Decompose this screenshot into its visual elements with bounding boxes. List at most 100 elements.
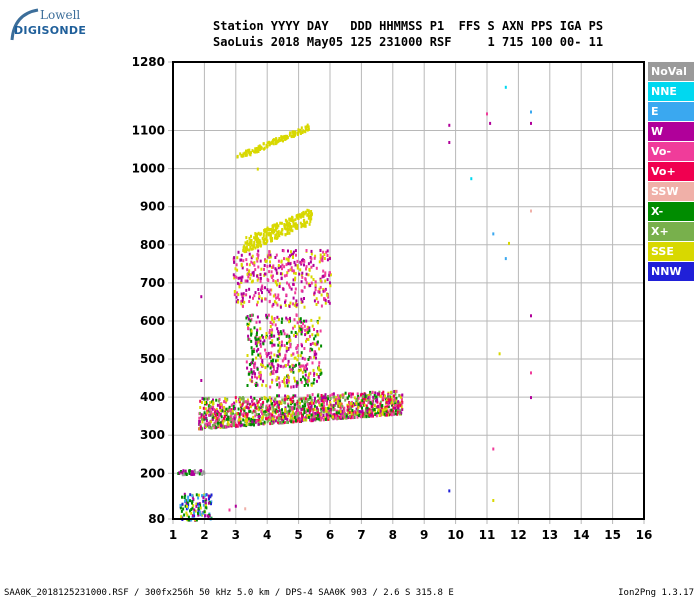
cluster-point [316,340,319,344]
cluster-point [199,423,202,427]
cluster-point [401,408,404,411]
cluster-point [264,366,267,370]
cluster-point [255,147,258,150]
cluster-point [270,236,273,240]
cluster-point [378,409,381,413]
cluster-point [241,294,244,298]
cluster-point [185,511,188,515]
cluster-point [245,245,248,249]
cluster-point [286,228,289,232]
cluster-point [225,407,228,411]
cluster-point [264,258,266,262]
cluster-point [253,245,256,248]
cluster-point [324,393,327,397]
cluster-point [236,155,239,159]
cluster-point [263,264,266,267]
cluster-point [313,399,316,403]
cluster-point [281,317,284,321]
data-points [177,85,532,522]
cluster-point [184,471,187,475]
cluster-point [265,313,268,317]
cluster-point [393,402,395,406]
cluster-point [230,412,233,416]
cluster-point [281,228,284,232]
cluster-point [252,350,255,353]
cluster-point [267,279,270,282]
cluster-point [240,407,243,411]
cluster-point [275,301,278,305]
cluster-point [329,281,331,285]
cluster-point [257,400,260,404]
cluster-point [268,250,271,254]
cluster-point [278,297,281,301]
cluster-point [250,419,253,423]
cluster-point [308,402,311,406]
cluster-point [277,139,280,143]
cluster-point [389,412,392,416]
cluster-point [327,416,330,420]
cluster-point [263,420,266,424]
cluster-point [388,401,391,405]
cluster-point [286,410,289,414]
cluster-point [332,403,335,407]
cluster-point [257,347,260,351]
cluster-point [241,296,244,300]
x-tick-label: 14 [573,528,590,542]
cluster-point [213,422,216,425]
cluster-point [292,282,295,286]
cluster-point [319,249,322,252]
cluster-point [268,256,271,260]
cluster-point [245,258,248,262]
legend-item-vo-: Vo- [648,142,694,161]
cluster-point [305,337,308,341]
cluster-point [267,416,270,420]
cluster-point [274,419,277,423]
cluster-point [314,288,317,292]
cluster-point [324,407,327,410]
cluster-point [320,371,323,375]
cluster-point [219,412,222,416]
cluster-point [233,290,236,293]
cluster-point [371,411,374,415]
cluster-point [249,378,252,382]
cluster-point [312,401,315,405]
cluster-point [373,408,376,411]
cluster-point [195,504,198,508]
cluster-point [315,352,318,356]
cluster-point [276,369,279,373]
cluster-point [276,354,279,358]
cluster-point [255,356,258,360]
cluster-point [250,331,253,335]
cluster-point [240,397,243,401]
cluster-point [183,473,186,477]
cluster-point [287,256,290,260]
cluster-point [339,412,342,416]
cluster-point [318,364,320,368]
cluster-point [331,415,334,419]
x-tick-label: 1 [169,528,177,542]
cluster-point [268,331,271,335]
cluster-point [357,402,360,406]
cluster-point [355,401,358,405]
cluster-point [280,332,283,336]
cluster-point [263,242,266,245]
cluster-point [294,278,296,282]
x-tick-label: 10 [447,528,464,542]
cluster-point [223,417,226,421]
cluster-point [223,400,226,404]
cluster-point [256,148,259,152]
cluster-point [287,262,290,266]
cluster-point [297,354,300,358]
cluster-point [242,418,245,422]
cluster-point [208,404,211,408]
cluster-point [276,315,279,319]
cluster-point [287,380,290,384]
cluster-point [266,264,269,268]
cluster-point [291,368,294,372]
cluster-point [184,500,186,504]
cluster-point [248,287,251,291]
cluster-point [308,326,311,330]
cluster-point [362,397,365,401]
cluster-point [289,339,292,342]
cluster-point [317,366,320,370]
